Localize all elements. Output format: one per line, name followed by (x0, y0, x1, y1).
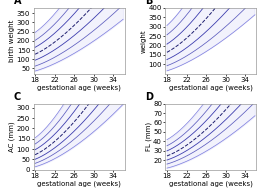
Y-axis label: FL (mm): FL (mm) (145, 122, 152, 151)
Text: B: B (146, 0, 153, 6)
Text: C: C (14, 92, 21, 102)
X-axis label: gestational age (weeks): gestational age (weeks) (37, 85, 121, 91)
Text: D: D (146, 92, 154, 102)
X-axis label: gestational age (weeks): gestational age (weeks) (37, 181, 121, 187)
Y-axis label: AC (mm): AC (mm) (9, 121, 15, 152)
Y-axis label: weight: weight (141, 29, 147, 53)
X-axis label: gestational age (weeks): gestational age (weeks) (169, 85, 253, 91)
Text: A: A (14, 0, 21, 6)
Y-axis label: birth weight: birth weight (9, 20, 15, 62)
X-axis label: gestational age (weeks): gestational age (weeks) (169, 181, 253, 187)
